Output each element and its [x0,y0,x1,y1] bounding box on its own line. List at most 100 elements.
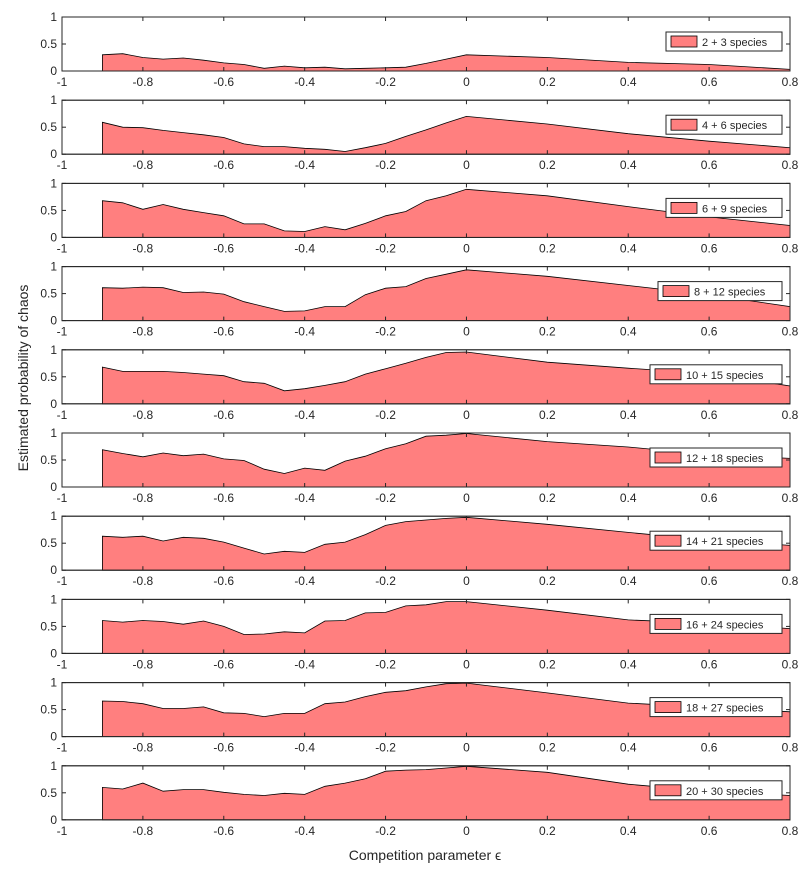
subplot-2: -1 -0.8 -0.6 -0.4 -0.2 0 0.2 0.4 0.6 0.8 0 0.5 1 4 + … [40,93,798,172]
area-series-10 [102,765,791,821]
x-tick-label: -1 [57,325,68,339]
x-tick-label: 0.2 [539,491,556,505]
x-tick-label: -0.8 [133,75,154,89]
y-tick-label: 1 [50,343,57,357]
legend-swatch [654,368,682,381]
x-tick-label: -0.8 [133,824,154,838]
axes-frame-outline [61,266,791,322]
legend: 18 + 27 species [649,697,783,718]
x-tick-label: -1 [57,75,68,89]
legend: 12 + 18 species [649,447,783,468]
x-tick-label: -0.4 [294,241,315,255]
y-tick-label: 0 [50,314,57,328]
subplot-10: -1 -0.8 -0.6 -0.4 -0.2 0 0.2 0.4 0.6 0.8 0 0.5 1 20 +… [40,759,798,838]
legend-label: 16 + 24 species [686,619,764,631]
y-tick-label: 1 [50,509,57,523]
area-series-3 [102,188,791,238]
y-tick-label: 0.5 [40,120,57,134]
subplot-3: -1 -0.8 -0.6 -0.4 -0.2 0 0.2 0.4 0.6 0.8 0 0.5 1 6 + … [40,176,798,255]
x-tick-label: -1 [57,574,68,588]
legend-box [649,697,783,718]
area-series-5 [102,351,791,405]
x-tick-label: -0.8 [133,158,154,172]
x-tick-label: -0.2 [375,408,396,422]
x-tick-label: -0.4 [294,75,315,89]
legend-box [649,447,783,468]
x-tick-label: 0.4 [620,657,637,671]
x-tick-label: 0.8 [782,158,799,172]
legend: 20 + 30 species [649,780,783,801]
y-tick-label: 0.5 [40,370,57,384]
axes-frame-outline [61,515,791,571]
axes-frame-outline [61,432,791,488]
legend: 6 + 9 species [665,197,783,218]
x-tick-label: 0 [463,741,470,755]
x-tick-label: 0.6 [701,158,718,172]
legend-swatch [654,451,682,464]
x-tick-label: -0.2 [375,574,396,588]
area-series-6 [102,433,791,488]
x-tick-label: -1 [57,158,68,172]
x-tick-label: 0.2 [539,824,556,838]
x-tick-label: -0.6 [213,491,234,505]
axes-frame-outline [61,598,791,654]
x-tick-label: -1 [57,741,68,755]
subplot-7: -1 -0.8 -0.6 -0.4 -0.2 0 0.2 0.4 0.6 0.8 0 0.5 1 14 +… [40,509,798,588]
y-tick-label: 0.5 [40,453,57,467]
x-tick-label: -0.6 [213,75,234,89]
axes-frame-outline [61,182,791,238]
x-tick-label: -0.8 [133,408,154,422]
x-tick-label: 0 [463,158,470,172]
legend: 2 + 3 species [665,31,783,52]
area-series-2 [102,115,791,155]
x-tick-label: 0.2 [539,158,556,172]
y-tick-label: 0 [50,397,57,411]
legend: 8 + 12 species [657,281,783,302]
area-series-7 [102,516,791,571]
legend-swatch [654,784,682,797]
x-tick-label: 0.8 [782,408,799,422]
legend: 14 + 21 species [649,530,783,551]
subplot-4: -1 -0.8 -0.6 -0.4 -0.2 0 0.2 0.4 0.6 0.8 0 0.5 1 8 + … [40,260,798,339]
legend-swatch [654,701,682,713]
x-tick-label: 0.4 [620,75,637,89]
legend-label: 8 + 12 species [694,287,766,299]
subplot-9: -1 -0.8 -0.6 -0.4 -0.2 0 0.2 0.4 0.6 0.8 0 0.5 1 18 +… [40,676,798,755]
x-tick-label: 0.4 [620,241,637,255]
x-tick-label: 0.6 [701,657,718,671]
x-tick-label: 0 [463,241,470,255]
x-tick-label: -0.4 [294,657,315,671]
legend-swatch [670,118,698,131]
x-tick-label: -0.6 [213,158,234,172]
x-tick-label: 0.4 [620,158,637,172]
x-tick-label: 0.8 [782,574,799,588]
x-tick-label: -0.4 [294,158,315,172]
area-series-8 [102,601,791,654]
x-tick-label: 0.8 [782,824,799,838]
legend: 16 + 24 species [649,613,783,634]
y-tick-label: 0.5 [40,703,57,717]
legend-label: 18 + 27 species [686,703,764,715]
y-tick-label: 1 [50,592,57,606]
x-tick-label: -0.6 [213,824,234,838]
x-tick-label: -0.6 [213,574,234,588]
legend-swatch [670,35,698,48]
y-tick-label: 0.5 [40,287,57,301]
x-tick-label: 0 [463,824,470,838]
x-tick-label: -0.2 [375,325,396,339]
x-tick-label: 0.4 [620,325,637,339]
y-axis-label: Estimated probability of chaos [15,285,31,472]
y-tick-label: 1 [50,10,57,24]
legend-label: 4 + 6 species [702,120,768,132]
x-tick-label: 0.6 [701,824,718,838]
x-tick-label: 0 [463,75,470,89]
x-tick-label: -0.6 [213,741,234,755]
x-tick-label: -0.8 [133,741,154,755]
x-tick-label: -1 [57,824,68,838]
area-series-1 [102,53,791,72]
x-tick-label: -0.2 [375,75,396,89]
x-tick-label: 0.6 [701,408,718,422]
x-tick-label: 0.6 [701,491,718,505]
y-tick-label: 1 [50,676,57,690]
legend-swatch [662,285,690,298]
